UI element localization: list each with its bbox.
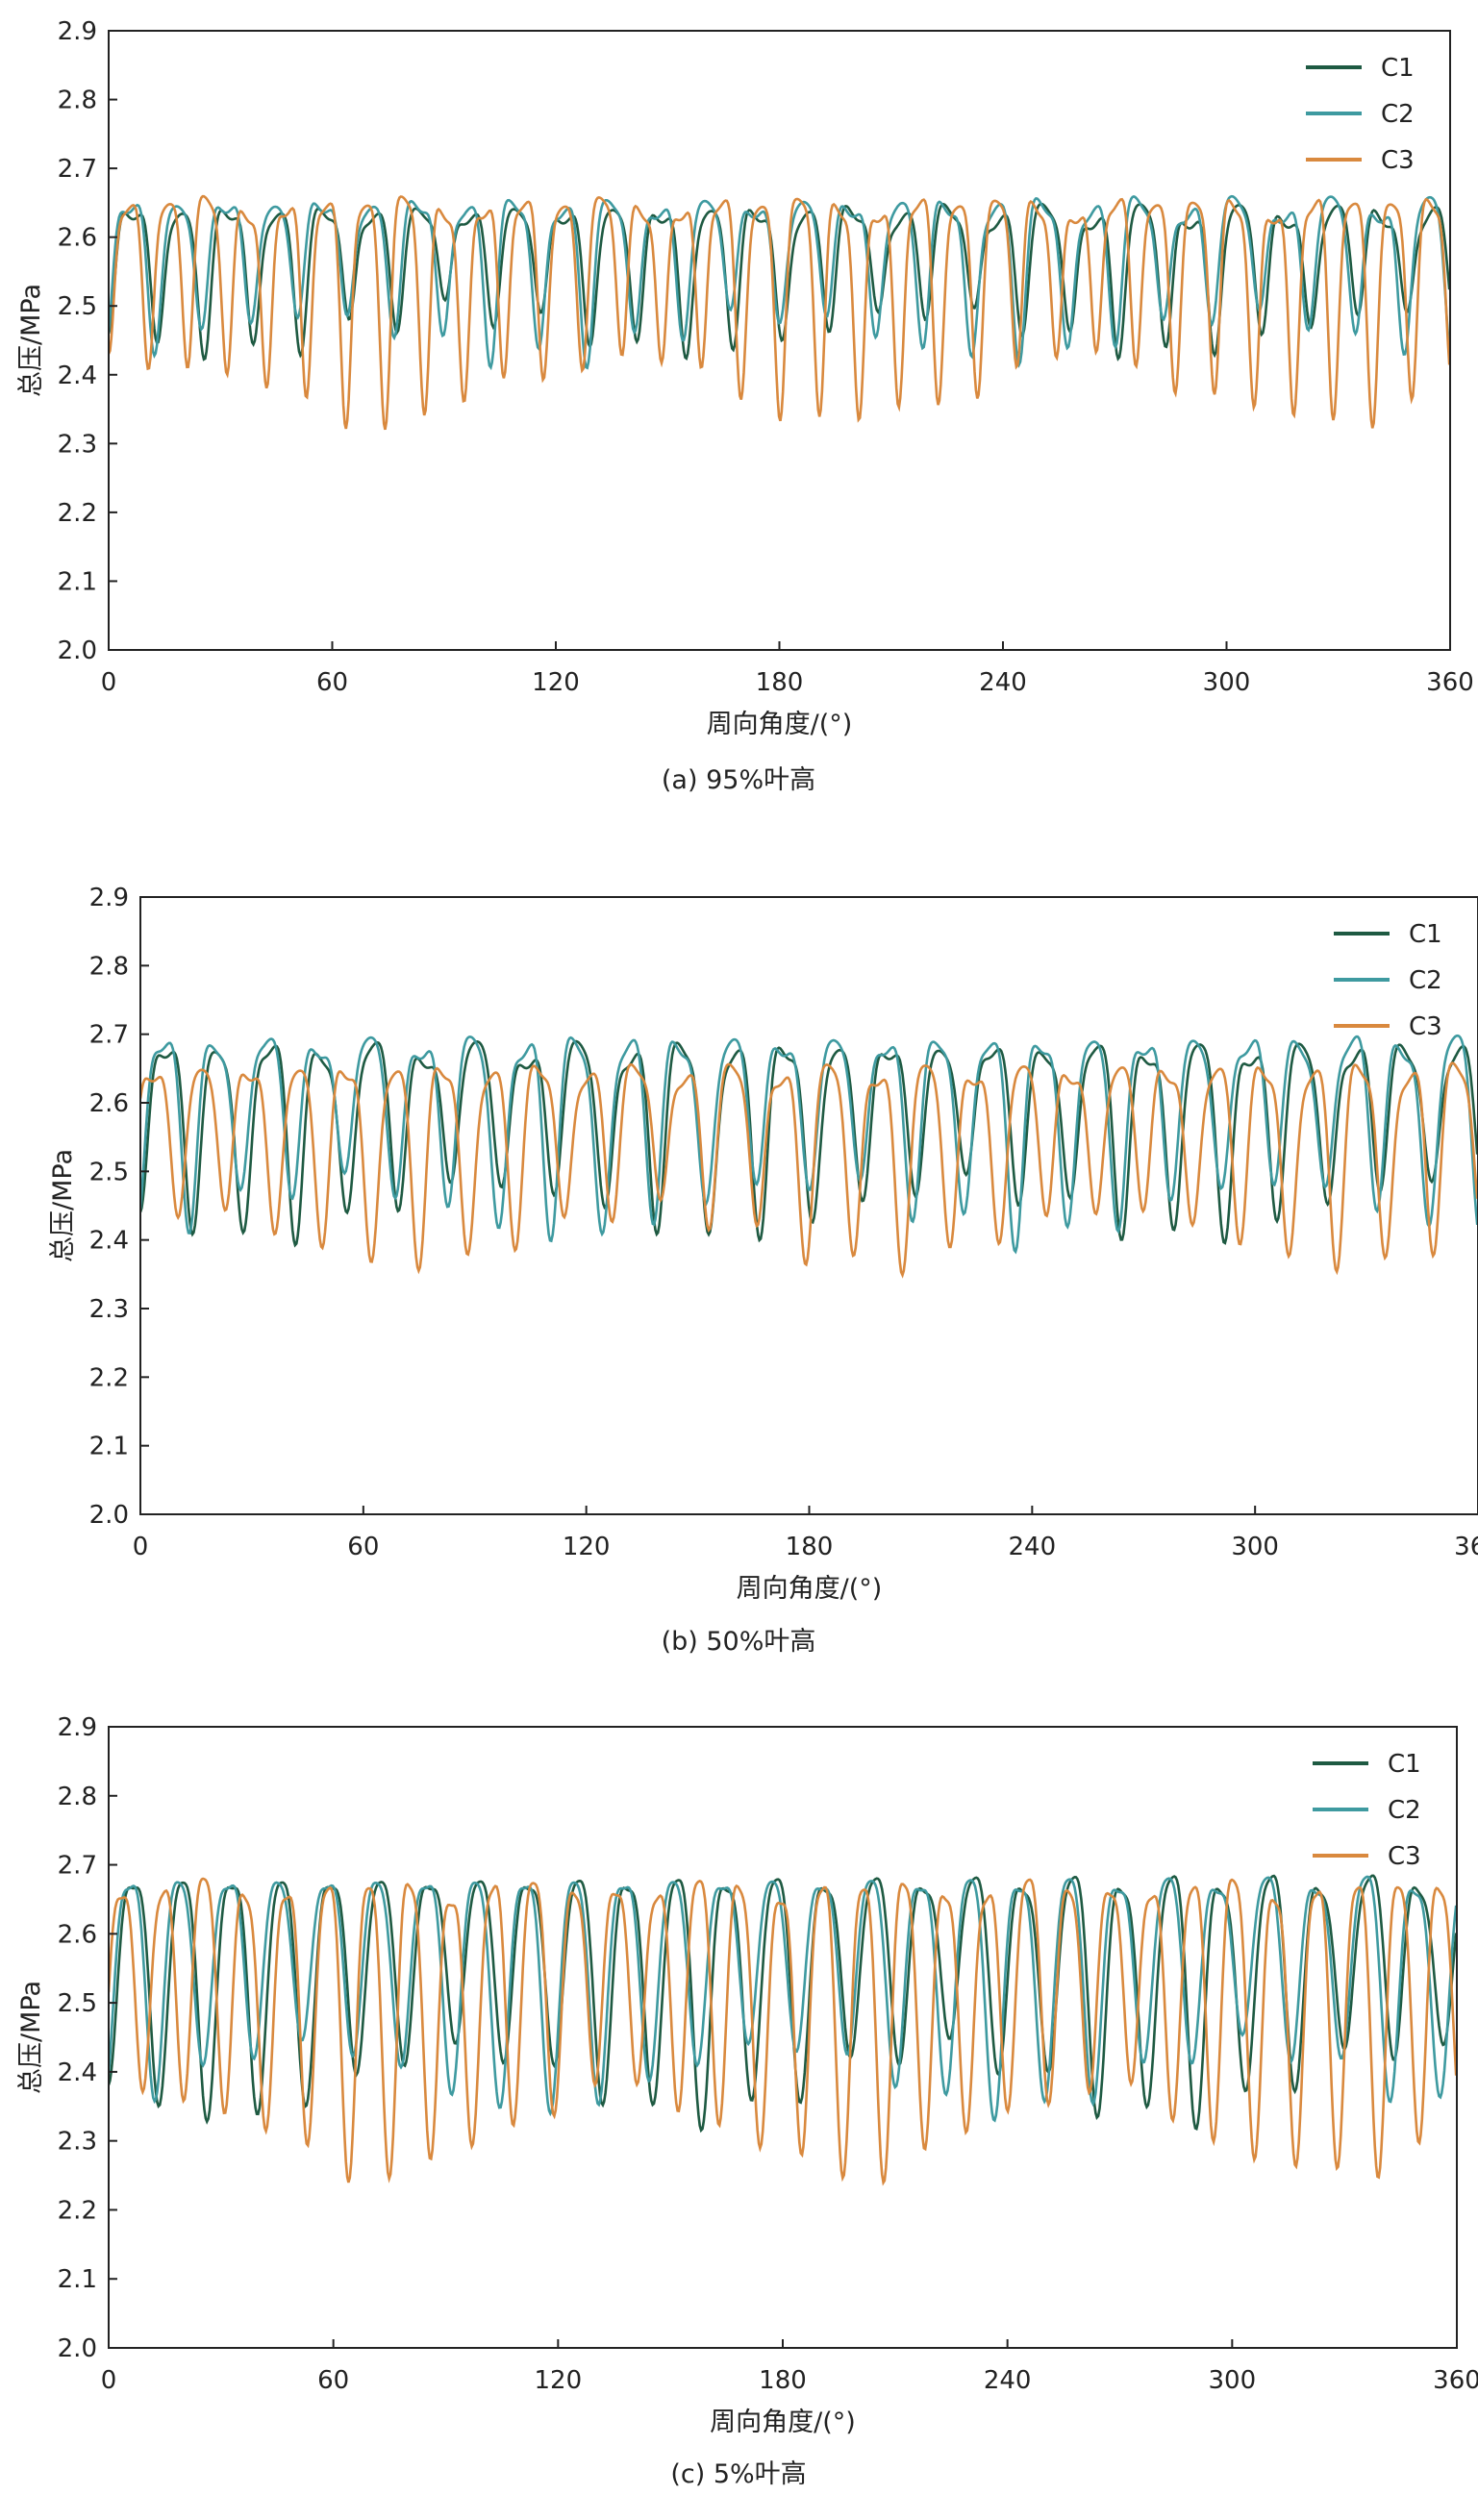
y-tick-label: 2.7 — [58, 1852, 97, 1881]
y-tick-label: 2.8 — [89, 952, 129, 981]
y-axis-label: 总压/MPa — [48, 1149, 78, 1262]
legend-label-c3: C3 — [1381, 146, 1415, 175]
legend-label-c2: C2 — [1381, 100, 1415, 129]
legend-label-c2: C2 — [1409, 966, 1442, 995]
x-tick-label: 120 — [563, 1533, 611, 1561]
y-tick-label: 2.3 — [58, 430, 97, 459]
x-tick-label: 0 — [101, 2366, 117, 2395]
series-line-c3 — [109, 194, 1450, 431]
series-line-c1 — [140, 1039, 1478, 1248]
y-tick-label: 2.4 — [58, 2058, 97, 2087]
series-group — [109, 1874, 1457, 2186]
x-tick-label: 60 — [317, 2366, 349, 2395]
y-tick-label: 2.7 — [58, 155, 97, 184]
x-tick-label: 360 — [1426, 668, 1474, 697]
chart-caption: (a) 95%叶高 — [662, 765, 815, 795]
x-tick-label: 300 — [1209, 2366, 1257, 2395]
chart-50-percent-span: 2.0 2.1 2.2 2.3 2.4 2.5 2.6 2.7 2.8 2.9 0 60 120 180 2… — [48, 884, 1478, 1657]
x-tick-label: 360 — [1454, 1533, 1478, 1561]
y-tick-label: 2.4 — [89, 1227, 129, 1256]
x-tick-label: 120 — [532, 668, 580, 697]
x-axis-label: 周向角度/(°) — [710, 2408, 856, 2437]
y-tick-label: 2.3 — [58, 2128, 97, 2157]
y-tick-label: 2.5 — [58, 1989, 97, 2018]
y-tick-label: 2.9 — [89, 884, 129, 912]
x-tick-label: 60 — [347, 1533, 379, 1561]
series-group — [109, 194, 1450, 431]
y-tick-label: 2.8 — [58, 87, 97, 115]
y-tick-label: 2.6 — [58, 1920, 97, 1949]
plot-frame — [108, 1726, 1458, 2349]
x-tick-label: 180 — [756, 668, 804, 697]
y-axis-label: 总压/MPa — [16, 1981, 46, 2094]
series-group — [140, 1034, 1478, 1279]
x-tick-label: 300 — [1203, 668, 1251, 697]
x-tick-label: 180 — [786, 1533, 834, 1561]
series-line-c3 — [140, 1061, 1478, 1279]
y-tick-label: 2.2 — [58, 499, 97, 528]
legend-label-c1: C1 — [1388, 1750, 1421, 1779]
y-tick-label: 2.4 — [58, 362, 97, 390]
y-tick-label: 2.1 — [58, 2265, 97, 2294]
y-tick-label: 2.1 — [89, 1433, 129, 1461]
series-line-c1 — [109, 202, 1450, 362]
x-tick-label: 0 — [101, 668, 117, 697]
x-axis-label: 周向角度/(°) — [707, 710, 853, 739]
y-axis-label: 总压/MPa — [16, 284, 46, 397]
chart-95-percent-span: 2.0 2.1 2.2 2.3 2.4 2.5 2.6 2.7 2.8 2.9 0 60 120 180 2… — [16, 17, 1474, 795]
legend-label-c1: C1 — [1381, 54, 1415, 83]
series-line-c3 — [109, 1877, 1457, 2186]
y-tick-label: 2.2 — [58, 2196, 97, 2225]
legend-label-c3: C3 — [1388, 1842, 1421, 1871]
y-tick-label: 2.3 — [89, 1295, 129, 1324]
x-tick-label: 300 — [1231, 1533, 1279, 1561]
y-tick-label: 2.2 — [89, 1363, 129, 1392]
y-tick-label: 2.7 — [89, 1021, 129, 1050]
x-tick-label: 240 — [1009, 1533, 1057, 1561]
legend-label-c3: C3 — [1409, 1012, 1442, 1041]
y-tick-label: 2.0 — [89, 1501, 129, 1530]
series-line-c2 — [140, 1034, 1478, 1255]
y-tick-label: 2.1 — [58, 567, 97, 596]
series-line-c2 — [109, 1875, 1457, 2123]
y-tick-label: 2.5 — [58, 292, 97, 321]
x-tick-label: 0 — [133, 1533, 149, 1561]
x-tick-label: 180 — [759, 2366, 807, 2395]
y-tick-label: 2.6 — [58, 224, 97, 253]
chart-5-percent-span: 2.0 2.1 2.2 2.3 2.4 2.5 2.6 2.7 2.8 2.9 0 60 120 180 2… — [16, 1713, 1478, 2489]
y-tick-label: 2.5 — [89, 1158, 129, 1186]
y-tick-label: 2.9 — [58, 17, 97, 46]
x-tick-label: 240 — [984, 2366, 1032, 2395]
x-tick-label: 60 — [316, 668, 348, 697]
x-tick-label: 360 — [1433, 2366, 1478, 2395]
y-tick-label: 2.9 — [58, 1713, 97, 1742]
x-axis-label: 周向角度/(°) — [737, 1574, 883, 1604]
x-tick-label: 120 — [535, 2366, 583, 2395]
chart-caption: (c) 5%叶高 — [670, 2459, 806, 2489]
y-tick-label: 2.6 — [89, 1089, 129, 1118]
y-tick-label: 2.0 — [58, 636, 97, 665]
legend-label-c1: C1 — [1409, 920, 1442, 949]
y-tick-label: 2.0 — [58, 2334, 97, 2363]
legend-label-c2: C2 — [1388, 1796, 1421, 1825]
chart-caption: (b) 50%叶高 — [662, 1627, 816, 1657]
y-tick-label: 2.8 — [58, 1783, 97, 1811]
x-tick-label: 240 — [979, 668, 1027, 697]
